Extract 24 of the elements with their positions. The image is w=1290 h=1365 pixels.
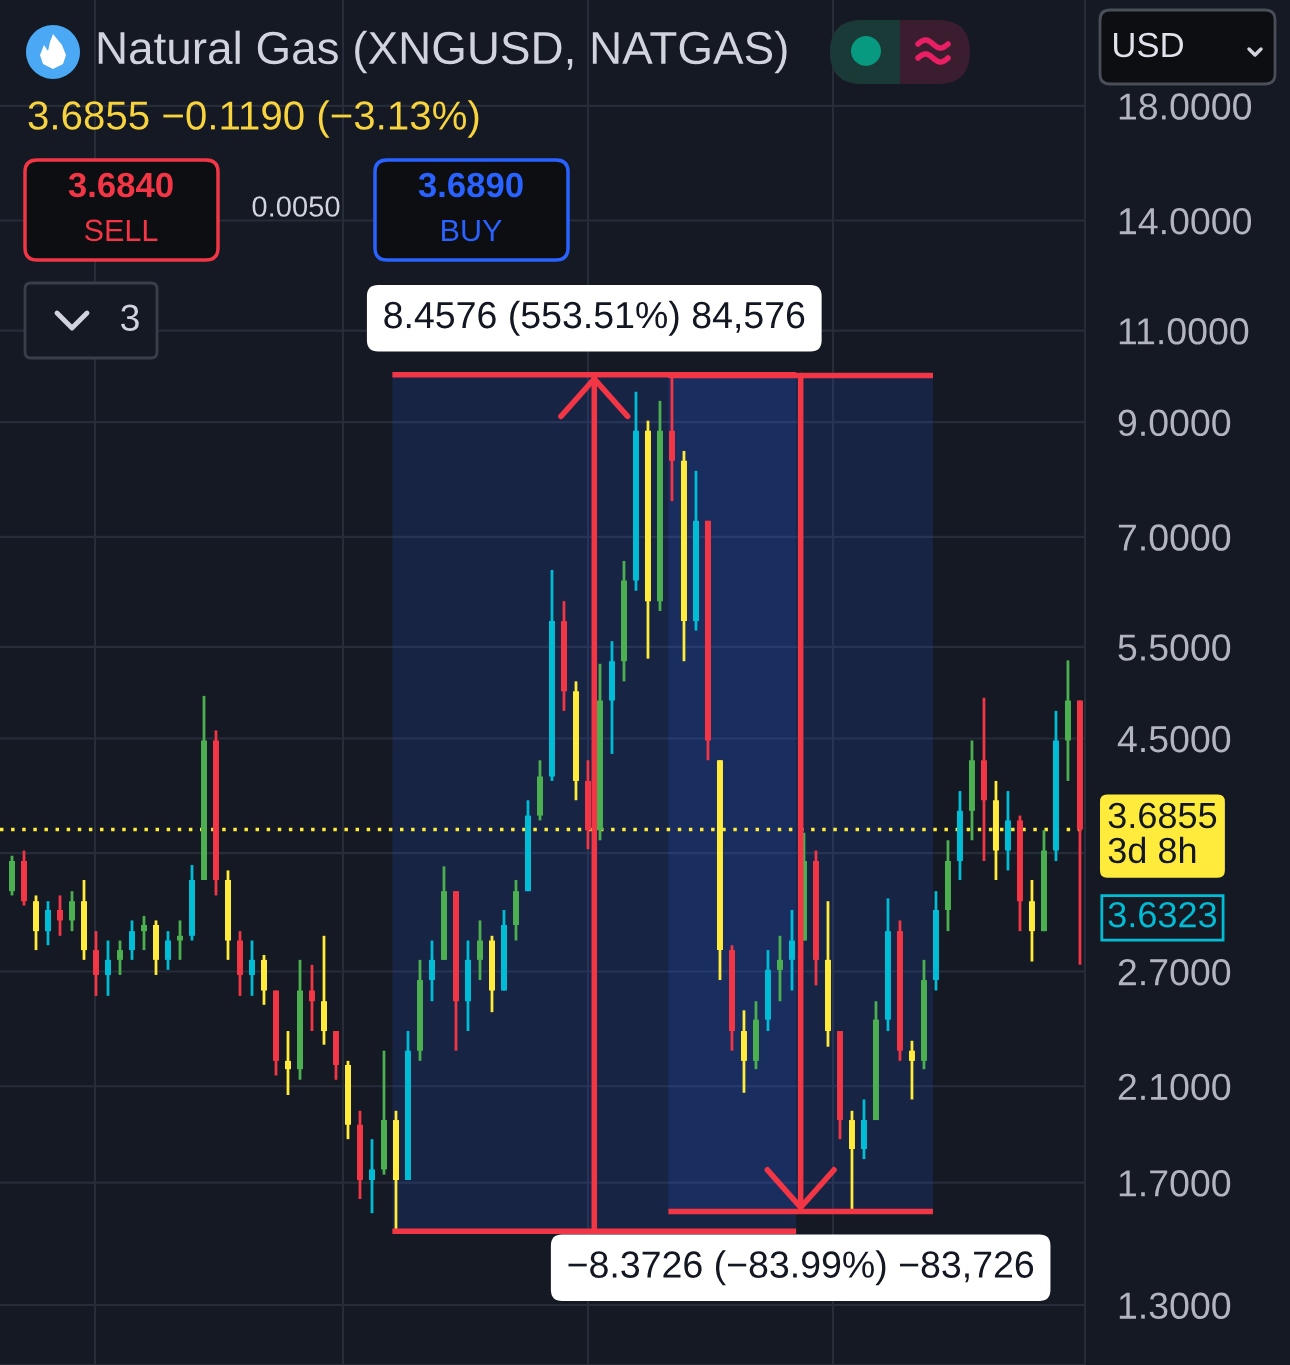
ref-line-label: 3.6855 3d 8h — [1108, 802, 1217, 864]
y-tick-label: 7.0000 — [1118, 524, 1231, 551]
y-tick-label: 2.7000 — [1118, 958, 1231, 986]
y-tick-label: 11.0000 — [1119, 317, 1249, 345]
text: USD — [1114, 32, 1183, 58]
annotation: 3 — [121, 304, 139, 332]
annotation: 3.6840 — [68, 172, 173, 198]
y-tick-label: 9.0000 — [1118, 409, 1231, 437]
annotation: 3.6890 — [418, 172, 523, 198]
y-tick-label: 4.5000 — [1117, 725, 1231, 753]
text: 3.6855 −0.1190 (−3.13%) — [28, 100, 479, 138]
band-label: 8.4576 (553.51%) 84,576 — [384, 300, 805, 336]
y-tick-label: 1.3000 — [1119, 1292, 1231, 1320]
text: 3.6323 — [1108, 901, 1217, 928]
y-tick-label: 18.0000 — [1119, 93, 1252, 120]
band-label: −8.3726 (−83.99%) −83,726 — [568, 1250, 1034, 1286]
text: Natural Gas (XNGUSD, NATGAS) — [98, 30, 787, 74]
annotation: 0.0050 — [252, 196, 340, 217]
y-tick-label: 1.7000 — [1119, 1170, 1231, 1197]
annotation: SELL — [85, 219, 158, 242]
y-tick-label: 2.1000 — [1118, 1073, 1231, 1101]
annotation: BUY — [442, 219, 502, 242]
y-tick-label: 14.0000 — [1119, 207, 1252, 235]
y-tick-label: 5.5000 — [1118, 634, 1231, 661]
